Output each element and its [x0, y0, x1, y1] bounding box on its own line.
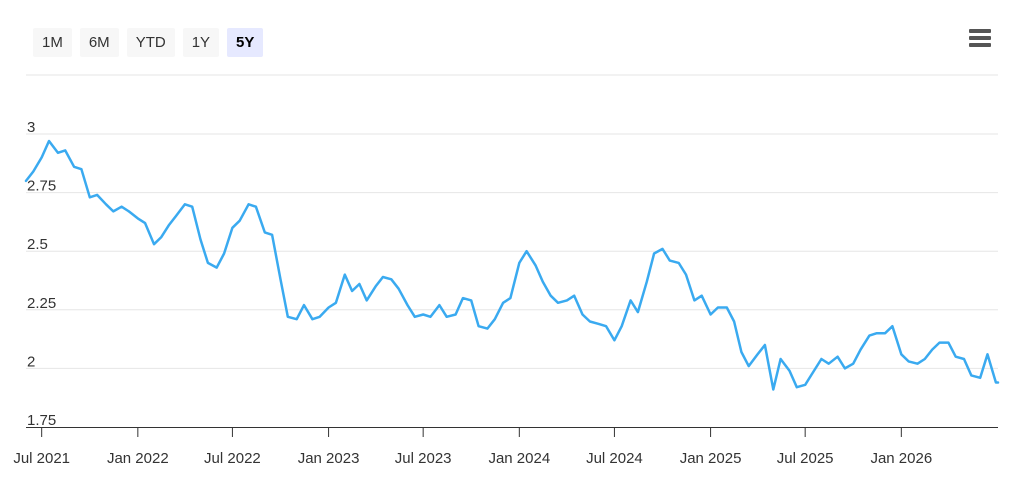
x-tick-label: Jul 2021 — [13, 450, 70, 467]
range-button-6m[interactable]: 6M — [79, 28, 119, 57]
range-button-1m[interactable]: 1M — [33, 28, 72, 57]
y-tick-label: 2 — [27, 353, 35, 370]
series-line[interactable] — [24, 139, 1000, 391]
x-tick-label: Jan 2024 — [488, 450, 550, 467]
series-layer — [24, 139, 1000, 391]
y-tick-label: 1.75 — [27, 412, 56, 429]
y-tick-label: 2.25 — [27, 295, 56, 312]
range-button-ytd[interactable]: YTD — [126, 28, 175, 57]
x-axis: Jul 2021 Jan 2022 Jul 2022 Jan 2023 Jul 2023… — [13, 427, 998, 467]
y-tick-label: 3 — [27, 119, 35, 136]
y-tick-label: 2.5 — [27, 236, 48, 253]
x-tick-label: Jul 2025 — [777, 450, 834, 467]
x-tick-label: Jul 2022 — [204, 450, 261, 467]
y-axis-labels: 1.75 2 2.25 2.5 2.75 3 — [27, 119, 56, 429]
range-selector: 1M 6M YTD 1Y 5Y — [33, 28, 264, 57]
range-button-1y[interactable]: 1Y — [182, 28, 220, 57]
x-tick-label: Jan 2025 — [680, 450, 742, 467]
range-button-5y[interactable]: 5Y — [227, 28, 264, 57]
x-tick-label: Jul 2024 — [586, 450, 643, 467]
x-tick-label: Jan 2023 — [298, 450, 360, 467]
x-tick-label: Jan 2022 — [107, 450, 169, 467]
x-tick-label: Jan 2026 — [870, 450, 932, 467]
hamburger-menu-icon[interactable] — [966, 29, 994, 53]
x-tick-label: Jul 2023 — [395, 450, 452, 467]
y-tick-label: 2.75 — [27, 178, 56, 195]
grid-lines — [26, 74, 998, 369]
